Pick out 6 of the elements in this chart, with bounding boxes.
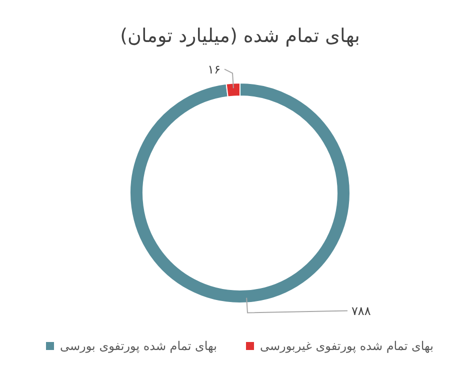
data-label: ۷۸۸ bbox=[351, 304, 372, 318]
donut-slice bbox=[130, 82, 350, 304]
data-label: ۱۶ bbox=[208, 62, 221, 76]
legend-label: بهای تمام شده پورتفوی بورسی bbox=[60, 339, 217, 353]
legend-label: بهای تمام شده پورتفوی غیربورسی bbox=[260, 339, 434, 353]
chart-title: بهای تمام شده (میلیارد تومان) bbox=[120, 25, 360, 47]
